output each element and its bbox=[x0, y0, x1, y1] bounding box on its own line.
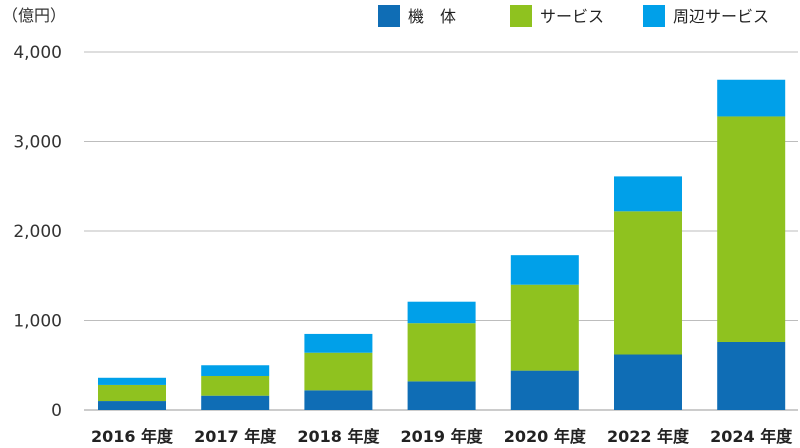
bar-4-series-1 bbox=[510, 284, 579, 371]
y-tick-label-1000: 1,000 bbox=[13, 312, 62, 332]
y-axis-unit-label: （億円） bbox=[2, 6, 66, 25]
bar-0-series-2 bbox=[98, 377, 166, 385]
x-axis-category-labels: 2016 年度 2017 年度 2018 年度 2019 年度 2020 年度 2022 … bbox=[91, 427, 793, 446]
bar-0-series-1 bbox=[98, 384, 166, 402]
legend-label-1: サービス bbox=[540, 7, 604, 26]
x-category-label-4: 2020 年度 bbox=[504, 427, 587, 446]
bar-4-series-2 bbox=[510, 255, 579, 285]
bar-6-series-2 bbox=[717, 79, 786, 117]
legend: 機 体 サービス 周辺サービス bbox=[378, 5, 769, 27]
y-tick-label-2000: 2,000 bbox=[13, 222, 62, 242]
x-category-label-1: 2017 年度 bbox=[194, 427, 277, 446]
x-category-label-3: 2019 年度 bbox=[401, 427, 484, 446]
bar-3-series-0 bbox=[407, 381, 476, 410]
legend-label-0: 機 体 bbox=[408, 7, 456, 26]
bar-3-series-1 bbox=[407, 323, 476, 382]
bar-1-series-0 bbox=[201, 395, 270, 410]
bar-3-series-2 bbox=[407, 301, 476, 324]
bar-0-series-0 bbox=[98, 401, 166, 410]
bar-2-series-0 bbox=[304, 390, 373, 410]
x-category-label-5: 2022 年度 bbox=[607, 427, 690, 446]
x-category-label-2: 2018 年度 bbox=[297, 427, 380, 446]
y-tick-label-4000: 4,000 bbox=[13, 43, 62, 63]
y-axis-tick-labels: 0 1,000 2,000 3,000 4,000 bbox=[13, 43, 62, 421]
bar-5-series-0 bbox=[614, 354, 682, 410]
bar-6-series-1 bbox=[717, 116, 786, 342]
bars bbox=[98, 79, 786, 410]
bar-2-series-1 bbox=[304, 352, 373, 391]
x-category-label-6: 2024 年度 bbox=[710, 427, 793, 446]
bar-2-series-2 bbox=[304, 333, 373, 353]
legend-label-2: 周辺サービス bbox=[673, 7, 769, 26]
legend-swatch-0 bbox=[378, 5, 400, 27]
bar-1-series-1 bbox=[201, 375, 270, 396]
bar-5-series-2 bbox=[614, 176, 682, 212]
x-category-label-0: 2016 年度 bbox=[91, 427, 174, 446]
legend-swatch-1 bbox=[510, 5, 532, 27]
bar-4-series-0 bbox=[510, 370, 579, 410]
bar-1-series-2 bbox=[201, 365, 270, 376]
y-tick-label-3000: 3,000 bbox=[13, 133, 62, 153]
legend-swatch-2 bbox=[643, 5, 665, 27]
bar-5-series-1 bbox=[614, 211, 682, 355]
y-tick-label-0: 0 bbox=[51, 401, 62, 421]
bar-6-series-0 bbox=[717, 341, 786, 410]
